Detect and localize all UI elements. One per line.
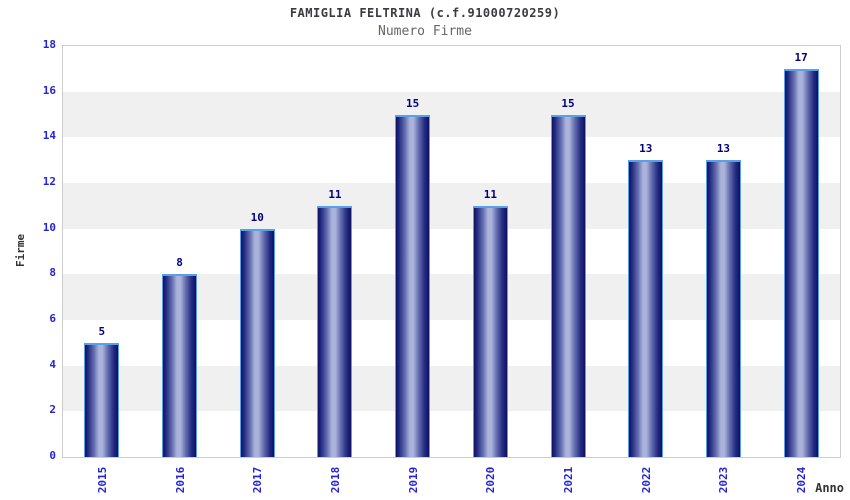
x-tick-label: 2022 <box>639 466 653 494</box>
bar-value-label: 15 <box>406 96 420 110</box>
bar-value-label: 13 <box>716 142 731 156</box>
y-tick-label: 16 <box>42 83 56 97</box>
x-tick-label: 2017 <box>250 466 264 494</box>
chart-title: FAMIGLIA FELTRINA (c.f.91000720259) <box>289 6 561 20</box>
bar-value-label: 11 <box>483 187 497 201</box>
bar-value-label: 13 <box>639 142 653 156</box>
bar-2020 <box>472 205 508 457</box>
bar-2015 <box>84 342 120 457</box>
y-tick-label: 2 <box>49 403 56 417</box>
bar-2022 <box>628 160 664 457</box>
y-tick-label: 0 <box>49 449 56 462</box>
y-tick-label: 10 <box>42 220 56 234</box>
bar-2021 <box>550 114 586 457</box>
x-tick-label: 2021 <box>561 466 575 494</box>
y-tick-label: 8 <box>49 266 56 280</box>
bar-value-label: 8 <box>176 256 183 270</box>
bar-value-label: 11 <box>328 187 342 201</box>
grid-band <box>63 91 840 138</box>
y-tick-label: 12 <box>42 175 56 188</box>
x-tick-label: 2015 <box>95 466 109 494</box>
bar-2018 <box>317 205 353 457</box>
bar-2017 <box>239 228 275 457</box>
bar-2019 <box>395 114 431 457</box>
bar-2016 <box>162 274 198 457</box>
grid-band <box>63 46 840 92</box>
y-tick-label: 14 <box>42 129 56 143</box>
y-tick-label: 6 <box>49 312 56 325</box>
x-tick-label: 2020 <box>483 466 497 494</box>
bar-value-label: 10 <box>250 210 264 224</box>
chart-subtitle: Numero Firme <box>378 24 472 39</box>
x-tick-label: 2018 <box>328 466 342 494</box>
x-tick-label: 2023 <box>716 466 730 494</box>
plot-area <box>62 45 841 458</box>
y-tick-label: 4 <box>49 357 56 371</box>
bar-value-label: 5 <box>98 324 106 338</box>
bar-2024 <box>783 68 819 457</box>
y-axis-label: Firme <box>14 233 27 267</box>
y-tick-label: 18 <box>42 38 56 51</box>
x-tick-label: 2016 <box>173 466 187 494</box>
bar-2023 <box>705 160 741 457</box>
bar-value-label: 17 <box>794 50 808 64</box>
bar-value-label: 15 <box>561 96 575 110</box>
x-tick-label: 2019 <box>406 466 420 494</box>
x-axis-label: Anno <box>815 481 844 495</box>
